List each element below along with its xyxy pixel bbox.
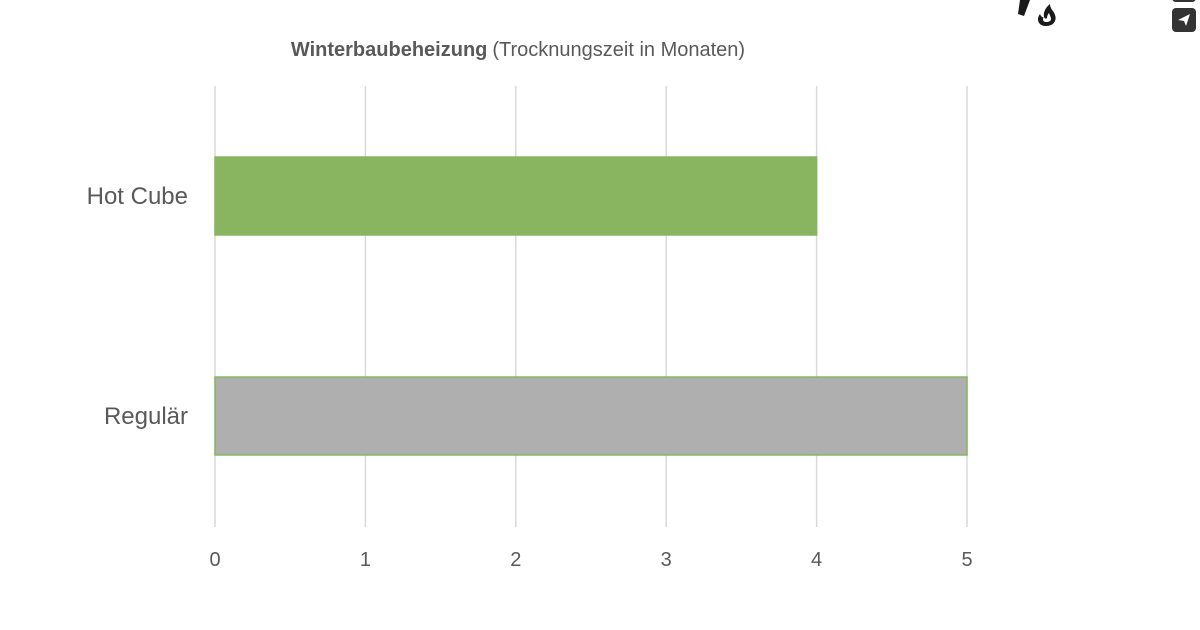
- x-tick-label-3: 3: [661, 549, 672, 571]
- x-tick-labels: 0 1 2 3 4 5: [209, 549, 972, 571]
- top-overflow-button[interactable]: [1172, 0, 1196, 2]
- bar-regul-r: [214, 376, 968, 456]
- chart-subtitle: (Trocknungszeit in Monaten): [492, 39, 745, 61]
- chart-title: Winterbaubeheizung (Trocknungszeit in Mon…: [291, 39, 745, 61]
- x-tick-label-1: 1: [360, 549, 371, 571]
- send-icon: [1178, 14, 1190, 26]
- x-tick-label-5: 5: [961, 549, 972, 571]
- flame-logo-icon: [1016, 0, 1066, 33]
- x-tick-label-2: 2: [510, 549, 521, 571]
- x-tick-label-4: 4: [811, 549, 822, 571]
- share-button[interactable]: [1172, 8, 1196, 32]
- chart-title-main: Winterbaubeheizung: [291, 39, 487, 61]
- category-labels: Hot Cube Regulär: [87, 183, 188, 430]
- x-tick-label-0: 0: [209, 549, 220, 571]
- bars: [214, 156, 968, 456]
- gridlines: [214, 86, 968, 527]
- category-label-hot-cube: Hot Cube: [87, 183, 188, 210]
- category-label-regul-r: Regulär: [104, 403, 188, 430]
- bar-hot-cube: [214, 156, 818, 236]
